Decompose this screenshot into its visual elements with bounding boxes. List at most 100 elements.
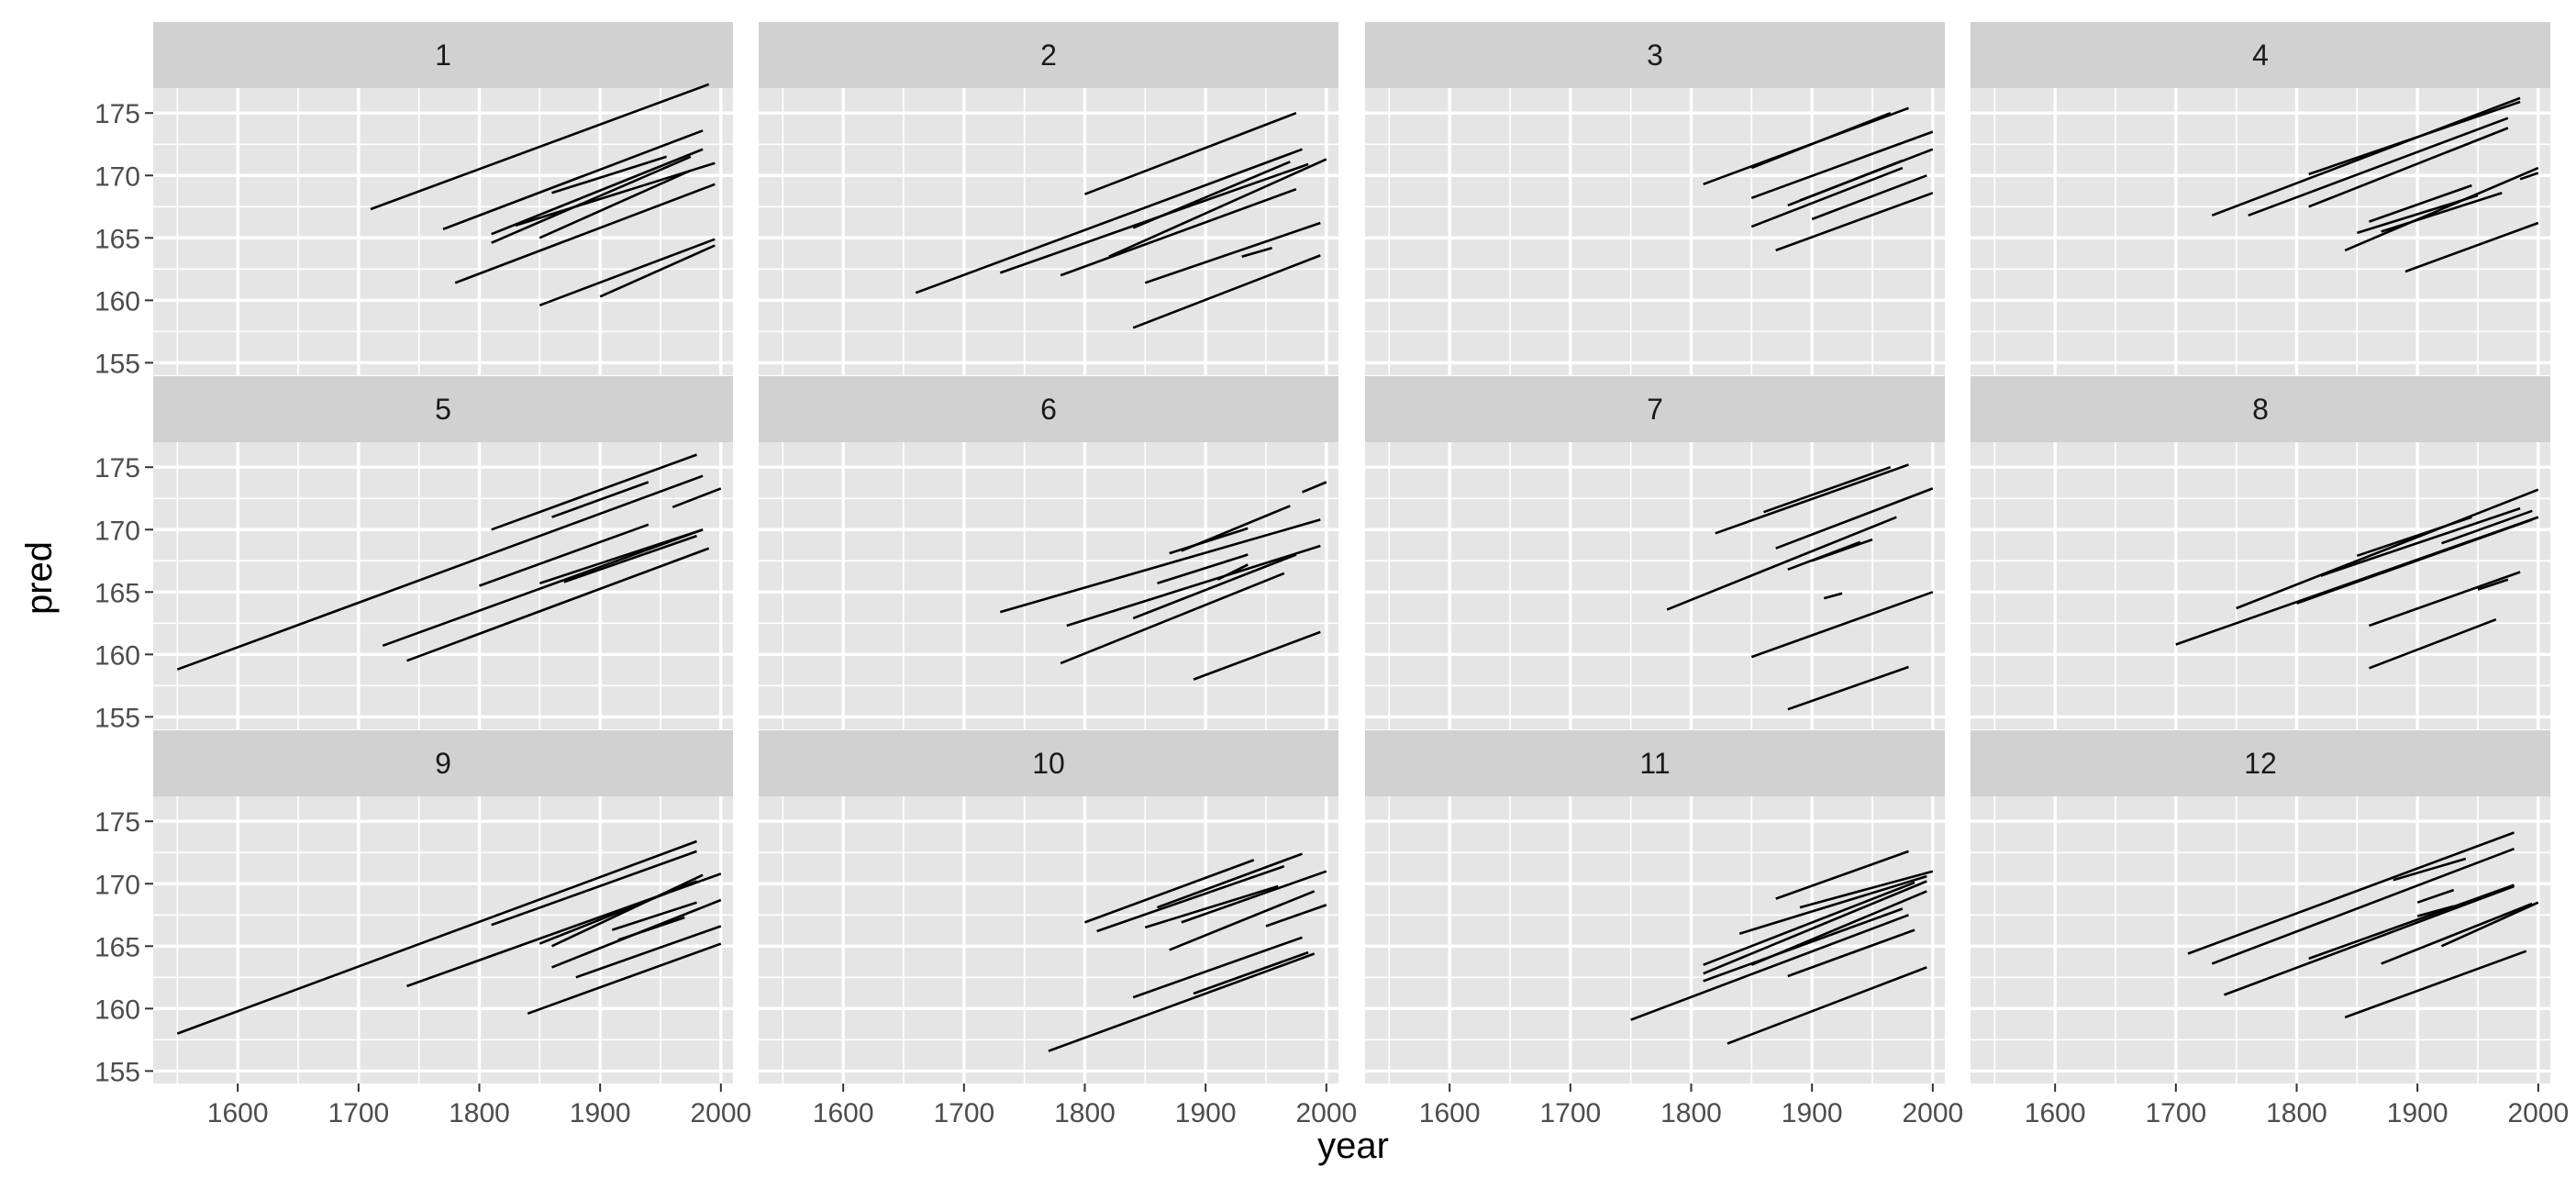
facet-strip [1365, 376, 1945, 442]
x-tick-label: 1700 [1539, 1098, 1601, 1128]
plot-background [759, 88, 1338, 375]
prediction-line [1703, 881, 1915, 966]
prediction-line [2211, 96, 2521, 217]
plot-background [153, 442, 733, 729]
facet-strip [759, 22, 1338, 88]
prediction-line [1787, 928, 1915, 978]
x-tick-label: 1600 [2025, 1098, 2086, 1128]
x-tick-label: 1900 [1175, 1098, 1237, 1128]
prediction-line [1216, 563, 1249, 581]
prediction-line [176, 839, 697, 1035]
prediction-line [1181, 505, 1291, 552]
plot-background [153, 796, 733, 1083]
facet-strip-label: 3 [1647, 39, 1663, 72]
prediction-line [999, 518, 1321, 614]
y-tick-label: 165 [94, 578, 140, 608]
facet-panel-3: 3 [1365, 22, 1945, 375]
prediction-line [1763, 465, 1892, 514]
plot-background [1365, 796, 1945, 1083]
prediction-line [1096, 864, 1285, 933]
prediction-line [2344, 950, 2527, 1019]
prediction-line [1060, 187, 1297, 277]
y-axis-title: pred [19, 541, 60, 615]
facet-panel-10: 10 [759, 730, 1338, 1083]
x-axis: 1600 1700 1800 1900 2000 1600 1700 1800 1900 2000… [207, 1083, 2569, 1128]
facet-panel-6: 6 [759, 376, 1338, 729]
prediction-line [1823, 592, 1843, 600]
prediction-line [563, 534, 697, 583]
y-tick-label: 155 [94, 1057, 140, 1087]
prediction-line [1157, 553, 1249, 585]
plot-background [1971, 88, 2550, 375]
prediction-line [2308, 100, 2521, 176]
y-tick-label: 165 [94, 932, 140, 962]
x-tick-label: 1700 [933, 1098, 994, 1128]
prediction-line [551, 481, 650, 518]
prediction-line [1157, 852, 1303, 909]
x-tick-label: 2000 [2507, 1098, 2569, 1128]
facet-panel-11: 11 [1365, 730, 1945, 1083]
prediction-line [2477, 578, 2509, 591]
prediction-line [617, 916, 685, 941]
facet-strip-label: 10 [1032, 747, 1065, 780]
prediction-line [2308, 883, 2515, 961]
x-tick-label: 1600 [813, 1098, 874, 1128]
prediction-line [1775, 192, 1934, 252]
prediction-line [2187, 831, 2515, 955]
prediction-line [1775, 487, 1934, 550]
facet-strip [759, 376, 1338, 442]
prediction-line [527, 942, 722, 1016]
x-tick-label: 2000 [690, 1098, 751, 1128]
prediction-line [1144, 884, 1279, 929]
prediction-line [491, 850, 697, 927]
y-tick-label: 175 [94, 99, 140, 129]
y-tick-label: 160 [94, 995, 140, 1025]
prediction-line [1787, 665, 1909, 711]
facet-panel-9: 9 [153, 730, 733, 1083]
x-tick-label: 1800 [449, 1098, 510, 1128]
facet-strip-label: 4 [2252, 39, 2269, 72]
prediction-line [1715, 463, 1909, 535]
prediction-line [2440, 901, 2539, 948]
plot-background [759, 442, 1338, 729]
facet-panels: 1 2 3 45 6 7 89 10 11 12 [153, 22, 2550, 1083]
prediction-line [1703, 880, 1927, 975]
prediction-line [2344, 166, 2539, 252]
facet-strip [153, 730, 733, 796]
prediction-line [1265, 904, 1327, 928]
facet-strip [1365, 730, 1945, 796]
prediction-line [515, 161, 716, 227]
facet-strip-label: 9 [435, 747, 451, 780]
prediction-line [2381, 516, 2539, 575]
prediction-line [1108, 158, 1327, 258]
prediction-line [1750, 166, 1904, 228]
prediction-line [2381, 192, 2503, 233]
prediction-line [575, 925, 722, 979]
prediction-line [2369, 183, 2472, 223]
y-tick-label: 160 [94, 286, 140, 317]
prediction-line [1048, 952, 1316, 1052]
x-tick-label: 1800 [2266, 1098, 2327, 1128]
prediction-line [1169, 890, 1316, 951]
prediction-line [2320, 506, 2521, 577]
facet-strip [1971, 730, 2550, 796]
facet-panel-7: 7 [1365, 376, 1945, 729]
prediction-line [539, 528, 704, 585]
prediction-line [406, 547, 710, 662]
facet-strip [1365, 22, 1945, 88]
prediction-line [2369, 617, 2497, 670]
x-tick-label: 1700 [328, 1098, 389, 1128]
prediction-line [1132, 254, 1321, 329]
facet-panel-8: 8 [1971, 376, 2550, 729]
prediction-line [370, 83, 710, 211]
x-tick-label: 1800 [1660, 1098, 1722, 1128]
prediction-line [672, 487, 722, 509]
prediction-line [1750, 130, 1934, 200]
y-tick-label: 170 [94, 516, 140, 546]
prediction-line [1750, 111, 1892, 170]
prediction-line [442, 129, 704, 231]
prediction-line [1738, 874, 1927, 935]
facet-strip-label: 6 [1040, 393, 1057, 426]
facet-strip-label: 5 [435, 393, 451, 426]
facet-strip [759, 730, 1338, 796]
